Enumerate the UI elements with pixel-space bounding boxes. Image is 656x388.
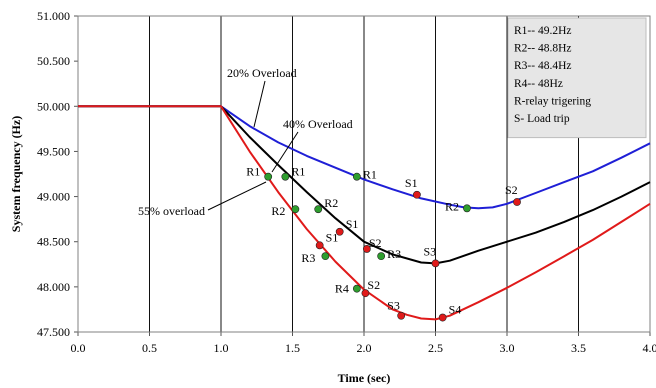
marker-point xyxy=(321,252,330,261)
marker-point xyxy=(431,259,440,268)
marker-point xyxy=(335,227,344,236)
series-line-3 xyxy=(78,105,651,321)
y-tick-label: 50.500 xyxy=(37,54,70,68)
marker-point xyxy=(315,241,324,250)
marker-label: R2 xyxy=(445,199,459,213)
annotation-leader xyxy=(207,181,267,211)
legend-line: R4-- 48Hz xyxy=(514,78,563,90)
annotation-leaders xyxy=(207,80,299,211)
x-tick-label: 0.5 xyxy=(142,341,157,355)
marker-point xyxy=(377,252,386,261)
annotation-leader xyxy=(271,131,299,173)
marker-point xyxy=(362,245,371,253)
legend-line: R-relay trigering xyxy=(514,95,591,107)
series-annotation: 40% Overload xyxy=(283,117,353,131)
y-tick-label: 48.000 xyxy=(37,280,70,294)
series-annotation: 55% overload xyxy=(138,204,205,218)
y-axis-label: System frequency (Hz) xyxy=(9,116,23,232)
x-tick-label: 1.0 xyxy=(214,341,229,355)
annotations: R1 R1 R1 S1 R2 S2 R2 R2 S1 S1 R3 S2 R3 S3 R4 S2 S3 S4 20% … xyxy=(138,66,518,317)
series-annotation: 20% Overload xyxy=(227,66,297,80)
x-tick-label: 3.0 xyxy=(500,341,515,355)
x-tick-label: 3.5 xyxy=(571,341,586,355)
legend-line: S- Load trip xyxy=(514,113,570,125)
legend-background xyxy=(507,17,647,139)
marker-label: R2 xyxy=(271,204,285,218)
x-tick-label: 1.5 xyxy=(285,341,300,355)
marker-point xyxy=(361,289,370,298)
y-tick-label: 49.000 xyxy=(37,190,70,204)
marker-point xyxy=(314,205,323,214)
x-axis-label: Time (sec) xyxy=(338,371,391,385)
marker-label: S3 xyxy=(387,299,400,313)
markers xyxy=(264,172,521,322)
marker-label: S2 xyxy=(505,183,518,197)
legend-line: R1-- 49.2Hz xyxy=(514,25,572,37)
marker-label: R4 xyxy=(335,282,349,296)
marker-label: R3 xyxy=(387,247,401,261)
tick-labels: 0.0 0.5 1.0 1.5 2.0 2.5 3.0 3.5 4.0 47.500 48.000 4… xyxy=(37,9,656,355)
plot-area xyxy=(77,15,651,333)
marker-point xyxy=(264,172,273,181)
marker-label: R1 xyxy=(246,165,260,179)
marker-label: R3 xyxy=(301,251,315,265)
legend-line: R3-- 48.4Hz xyxy=(514,60,572,72)
marker-label: S2 xyxy=(369,236,382,250)
y-tick-label: 50.000 xyxy=(37,99,70,113)
marker-label: R1 xyxy=(363,168,377,182)
marker-point xyxy=(352,284,361,293)
marker-label: S1 xyxy=(405,176,418,190)
x-tick-label: 0.0 xyxy=(71,341,86,355)
marker-point xyxy=(438,313,447,322)
legend-box: R1-- 49.2Hz R2-- 48.8Hz R3-- 48.4Hz R4-- 48… xyxy=(507,17,647,139)
y-tick-label: 47.500 xyxy=(37,325,70,339)
series-line-1 xyxy=(78,105,651,210)
marker-label: R2 xyxy=(324,196,338,210)
marker-point xyxy=(352,172,361,181)
y-tick-label: 48.500 xyxy=(37,235,70,249)
series xyxy=(78,105,651,321)
marker-label: S3 xyxy=(424,244,437,258)
x-tick-label: 2.0 xyxy=(357,341,372,355)
marker-point xyxy=(291,205,300,214)
marker-point xyxy=(397,311,406,320)
series-line-2 xyxy=(78,105,651,265)
y-tick-label: 49.500 xyxy=(37,144,70,158)
marker-point xyxy=(413,190,421,199)
marker-label: S1 xyxy=(346,217,359,231)
annotation-leader xyxy=(253,80,266,128)
legend-line: R2-- 48.8Hz xyxy=(514,43,572,55)
x-tick-label: 4.0 xyxy=(643,341,656,355)
y-tick-label: 51.000 xyxy=(37,9,70,23)
x-tick-label: 2.5 xyxy=(428,341,443,355)
marker-label: S4 xyxy=(449,303,462,317)
marker-point xyxy=(513,198,521,206)
marker-point xyxy=(463,204,471,213)
marker-label: R1 xyxy=(291,165,305,179)
marker-label: S1 xyxy=(326,230,339,244)
marker-label: S2 xyxy=(367,278,380,292)
marker-point xyxy=(281,172,290,181)
